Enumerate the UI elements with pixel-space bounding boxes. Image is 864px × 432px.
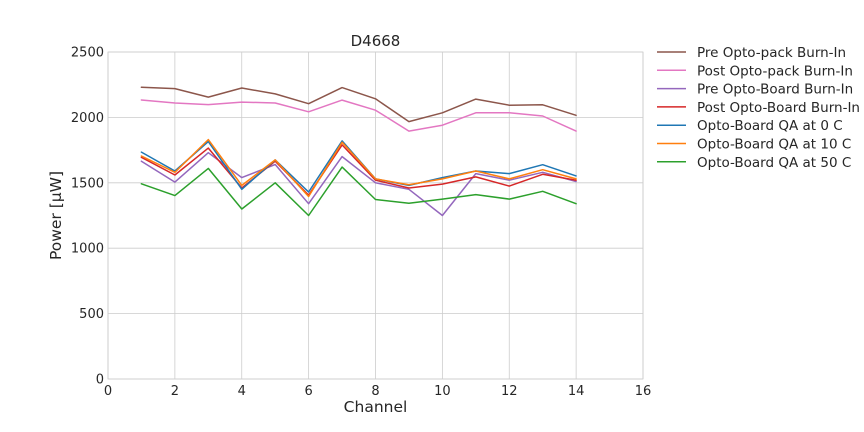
series-line-post-opto-pack-burn-in — [140, 99, 577, 132]
legend-label: Pre Opto-pack Burn-In — [697, 45, 846, 61]
legend-item: Post Opto-Board Burn-In — [657, 100, 860, 116]
legend-label: Opto-Board QA at 50 C — [697, 155, 851, 171]
x-tick-label: 12 — [501, 384, 518, 399]
x-tick-label: 16 — [635, 384, 652, 399]
x-axis-label: Channel — [344, 398, 408, 416]
legend-item: Opto-Board QA at 10 C — [657, 137, 851, 153]
legend-item: Pre Opto-pack Burn-In — [657, 45, 846, 61]
y-tick-label: 500 — [79, 307, 104, 322]
grid — [107, 51, 644, 380]
legend-item: Post Opto-pack Burn-In — [657, 63, 853, 79]
series-line-post-opto-board-burn-in — [140, 144, 577, 196]
series-line-pre-opto-pack-burn-in — [140, 86, 577, 123]
x-tick-label: 8 — [371, 384, 379, 399]
x-tick-label: 10 — [434, 384, 451, 399]
series-group — [140, 86, 577, 217]
legend-label: Opto-Board QA at 0 C — [697, 118, 843, 134]
x-tick-label: 2 — [171, 384, 179, 399]
x-tick-label: 0 — [104, 384, 112, 399]
chart-title: D4668 — [351, 32, 401, 50]
x-tick-label: 4 — [238, 384, 246, 399]
legend-label: Opto-Board QA at 10 C — [697, 137, 851, 153]
axis-ticks: 0 2 4 6 8 10 12 14 16 0 500 1000 1500 2000 2500 — [71, 46, 651, 400]
y-tick-label: 1000 — [71, 242, 104, 257]
y-axis-label: Power [μW] — [47, 171, 65, 260]
y-tick-label: 2000 — [71, 111, 104, 126]
y-tick-label: 1500 — [71, 176, 104, 191]
legend-label: Post Opto-Board Burn-In — [697, 100, 860, 116]
x-tick-label: 14 — [568, 384, 585, 399]
y-tick-label: 2500 — [71, 46, 104, 61]
series-line-pre-opto-board-burn-in — [140, 151, 577, 217]
series-line-opto-board-qa-at-50-c — [140, 166, 577, 217]
plot-area — [107, 51, 644, 380]
x-tick-label: 6 — [304, 384, 312, 399]
legend-item: Opto-Board QA at 0 C — [657, 118, 843, 134]
legend-label: Post Opto-pack Burn-In — [697, 63, 853, 79]
legend-item: Pre Opto-Board Burn-In — [657, 82, 853, 98]
series-line-opto-board-qa-at-10-c — [140, 138, 577, 198]
legend-item: Opto-Board QA at 50 C — [657, 155, 851, 171]
legend: Pre Opto-pack Burn-In Post Opto-pack Burn… — [657, 45, 860, 171]
y-tick-label: 0 — [96, 373, 104, 388]
legend-label: Pre Opto-Board Burn-In — [697, 82, 853, 98]
